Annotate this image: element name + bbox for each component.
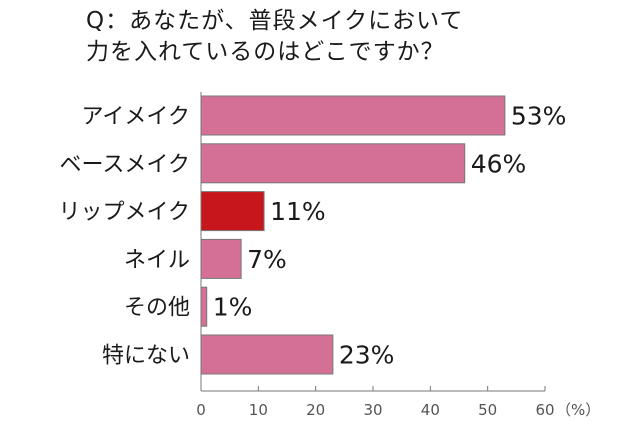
x-tick-label-7: 60 bbox=[535, 401, 554, 419]
x-tick-label-5: 40 bbox=[421, 401, 440, 419]
chart-title: Q：あなたが、普段メイクにおいて 力を入れているのはどこですか？ bbox=[86, 6, 464, 68]
category-label-1: アイメイク bbox=[82, 105, 190, 130]
category-label-4: ネイル bbox=[124, 248, 190, 273]
x-axis: 0 10 20 30 40 50 60 （%） bbox=[196, 92, 600, 419]
x-tick-label-1: 0 bbox=[196, 401, 206, 419]
bar-5 bbox=[200, 286, 208, 327]
category-label-2: ベースメイク bbox=[60, 152, 190, 177]
x-tick-label-6: 50 bbox=[478, 401, 497, 419]
category-label-5: その他 bbox=[124, 296, 190, 321]
bar-6 bbox=[200, 334, 334, 375]
value-label-1: 53% bbox=[511, 102, 567, 131]
value-label-6: 23% bbox=[339, 341, 395, 370]
value-label-2: 46% bbox=[471, 149, 527, 178]
bar-1 bbox=[200, 95, 506, 136]
chart-title-line-1: Q：あなたが、普段メイクにおいて bbox=[86, 8, 464, 34]
x-tick-label-2: 10 bbox=[249, 401, 268, 419]
x-tick-label-4: 30 bbox=[363, 401, 382, 419]
bars-group bbox=[200, 95, 506, 375]
category-label-6: 特にない bbox=[102, 344, 190, 369]
value-label-3: 11% bbox=[270, 197, 326, 226]
x-tick-label-3: 20 bbox=[306, 401, 325, 419]
x-axis-unit: （%） bbox=[556, 401, 600, 419]
value-labels-group: 53% 46% 11% 7% 1% 23% bbox=[213, 102, 567, 370]
bar-4 bbox=[200, 238, 242, 279]
value-label-4: 7% bbox=[247, 245, 287, 274]
value-label-5: 1% bbox=[213, 293, 253, 322]
bar-2 bbox=[200, 143, 466, 184]
chart-title-line-2: 力を入れているのはどこですか？ bbox=[86, 39, 445, 65]
category-label-3: リップメイク bbox=[58, 200, 190, 225]
bar-3 bbox=[200, 191, 265, 232]
